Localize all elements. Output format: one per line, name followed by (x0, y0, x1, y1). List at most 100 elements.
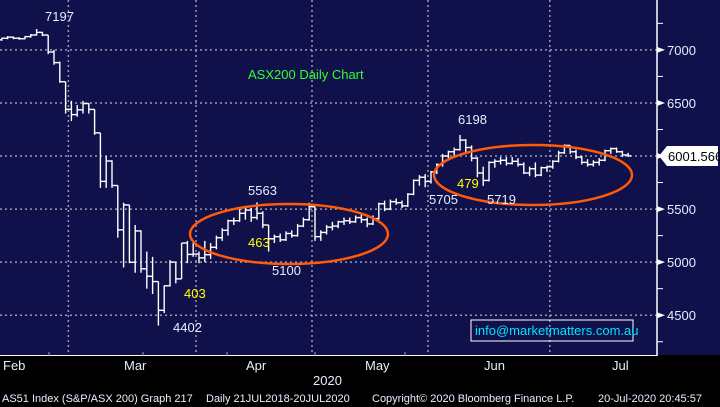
label-479: 479 (457, 176, 479, 191)
ohlc-bar (486, 161, 492, 182)
ohlc-bar (352, 215, 359, 223)
x-tick-label: Apr (246, 358, 267, 373)
footer-security: AS51 Index (S&P/ASX 200) Graph 217 (2, 393, 193, 405)
ohlc-bar (126, 204, 133, 264)
last-value-tag: 6001.566 (659, 146, 720, 166)
label-4402: 4402 (173, 320, 202, 335)
ohlc-bar (283, 231, 289, 241)
ohlc-bar (4, 36, 11, 40)
ohlc-bar (27, 33, 34, 38)
ohlc-bar (317, 230, 324, 241)
ohlc-bar (544, 165, 550, 172)
ohlc-bar (410, 179, 417, 196)
ohlc-bar (132, 224, 139, 273)
y-axis: 4500 5000 5500 6500 7000 (657, 22, 696, 343)
website-watermark: info@marketmatters.com.au (475, 323, 638, 338)
ohlc-bar (364, 217, 371, 228)
y-tick-marker (657, 259, 665, 266)
ohlc-bar (225, 219, 231, 236)
ohlc-bar (312, 206, 318, 241)
ohlc-bar (161, 285, 168, 314)
ohlc-bar (607, 147, 614, 154)
ohlc-bar (457, 134, 463, 151)
footer-copyright: Copyright© 2020 Bloomberg Finance L.P. (372, 393, 574, 405)
ohlc-bar (277, 233, 284, 242)
ohlc-bar (462, 139, 469, 153)
ohlc-bar (474, 157, 481, 178)
ohlc-bar (613, 147, 620, 153)
ohlc-bar (625, 152, 632, 158)
label-6198: 6198 (458, 112, 487, 127)
ohlc-bar (68, 100, 75, 121)
ohlc-bar (578, 156, 585, 165)
website-box (470, 319, 634, 342)
label-463: 463 (248, 235, 270, 250)
ohlc-bar (196, 251, 202, 264)
ohlc-bar (445, 150, 452, 159)
ohlc-bar (201, 240, 208, 263)
ohlc-bar (341, 217, 347, 225)
ohlc-bar (190, 243, 197, 257)
ohlc-bar (242, 206, 249, 220)
ohlc-bar (491, 159, 498, 168)
ohlc-bar (172, 261, 179, 284)
ohlc-bar (294, 223, 301, 237)
ohlc-bar (503, 157, 510, 166)
ohlc-bar (213, 235, 220, 250)
ohlc-bar (520, 162, 527, 175)
y-tick-marker (657, 312, 665, 319)
ohlc-bar (219, 228, 226, 241)
ohlc-bar (149, 256, 156, 294)
ohlc-bar (399, 200, 405, 209)
y-tick-label: 7000 (667, 43, 696, 58)
label-5100: 5100 (272, 263, 301, 278)
ohlc-bar (387, 199, 394, 211)
ohlc-bar (22, 35, 28, 40)
ohlc-bar (62, 81, 69, 114)
ohlc-bar (404, 193, 411, 207)
ohlc-bar (358, 214, 365, 223)
chart-title: ASX200 Daily Chart (248, 67, 364, 82)
ohlc-bar (230, 217, 237, 225)
ohlc-bar (236, 209, 243, 222)
y-tick-label: 5000 (667, 255, 696, 270)
ohlc-bar (381, 200, 388, 212)
y-tick-marker (657, 46, 665, 53)
ohlc-bar (393, 198, 400, 205)
ohlc-bar (207, 243, 214, 259)
ohlc-bar (0, 37, 5, 41)
ohlc-bar (288, 230, 295, 238)
ohlc-bar (416, 175, 423, 186)
label-403: 403 (184, 286, 206, 301)
ohlc-bar (271, 234, 278, 244)
x-axis: Feb Mar Apr May Jun Jul (3, 352, 629, 373)
ohlc-bar (74, 105, 81, 117)
ohlc-bar (468, 145, 475, 162)
ohlc-bar (16, 37, 23, 40)
ohlc-bar (167, 260, 173, 287)
ohlc-bar (590, 160, 597, 167)
ohlc-bar (109, 160, 115, 188)
consolidation-ellipse-jun (432, 143, 634, 207)
x-axis-year-label: 2020 (313, 373, 342, 388)
ohlc-bar (97, 132, 104, 188)
ohlc-bar (143, 251, 150, 289)
gridlines (0, 0, 657, 355)
x-tick-label: Jun (484, 358, 505, 373)
ohlc-bar (259, 211, 266, 229)
ohlc-bar (120, 202, 127, 268)
label-5705: 5705 (429, 192, 458, 207)
x-tick-label: Feb (3, 358, 25, 373)
footer-period: Daily 21JUL2018-20JUL2020 (206, 393, 350, 405)
y-tick-marker (657, 99, 665, 106)
plot-background (0, 0, 720, 355)
ohlc-bar (596, 158, 603, 166)
ohlc-bar (56, 61, 63, 83)
ohlc-bar (103, 156, 110, 188)
ohlc-bar (10, 36, 17, 40)
ohlc-bar (335, 220, 342, 229)
y-tick-marker (657, 206, 665, 213)
ohlc-bar (509, 157, 516, 165)
ohlc-bar (33, 28, 40, 36)
